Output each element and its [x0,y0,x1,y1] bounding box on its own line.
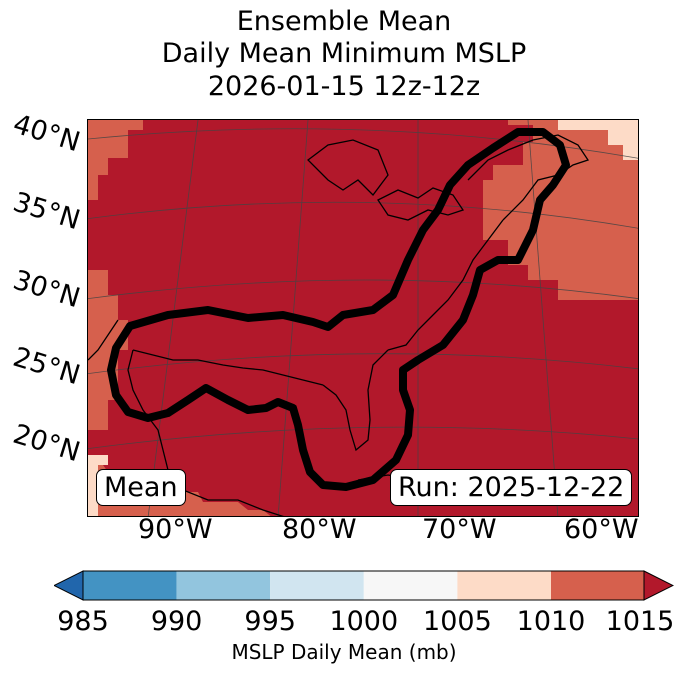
colorbar-label: MSLP Daily Mean (mb) [231,640,457,664]
mslp-patch-west [88,120,143,200]
lat-label-25n: 25°N [9,341,84,392]
colorbar-bin-1010-1015 [551,571,644,600]
colorbar-tick-1005: 1005 [423,606,492,637]
colorbar-bin-985-990 [83,571,177,600]
lon-label-80w: 80°W [282,514,357,545]
lat-label-35n: 35°N [9,186,84,237]
run-date-label-box: Run: 2025-12-22 [390,469,633,506]
colorbar-extend-high [643,570,674,601]
colorbar-bin-1005-1010 [457,571,551,600]
lon-label-90w: 90°W [138,514,213,545]
map-canvas [88,120,638,516]
colorbar-tick-990: 990 [150,606,203,637]
colorbar-tick-1015: 1015 [605,606,675,637]
colorbar-tick-985: 985 [57,606,109,637]
colorbar-bin-990-995 [176,571,271,600]
mslp-fill-1005-1010-ne [558,120,638,160]
map-title-line-2: Daily Mean Minimum MSLP [161,38,527,69]
mean-label-box: Mean [96,469,186,506]
map-panel: Mean Run: 2025-12-22 [87,119,639,517]
lat-label-30n: 30°N [9,264,84,315]
lat-label-40n: 40°N [9,108,84,159]
colorbar-tick-995: 995 [244,606,296,637]
mslp-fill-above-1015 [88,120,638,516]
colorbar-tick-1010: 1010 [516,606,586,637]
colorbar [54,570,674,601]
colorbar-bin-995-1000 [270,571,364,600]
lat-label-20n: 20°N [9,418,84,469]
mslp-contour-outline [107,128,570,491]
lon-label-60w: 60°W [564,514,639,545]
colorbar-bin-1000-1005 [363,571,458,600]
map-title-line-1: Ensemble Mean [236,6,452,37]
colorbar-tick-1000: 1000 [329,606,399,637]
graticule [88,120,638,516]
colorbar-extend-low [54,570,84,601]
map-title-line-3: 2026-01-15 12z-12z [207,71,481,102]
lon-label-70w: 70°W [422,514,497,545]
